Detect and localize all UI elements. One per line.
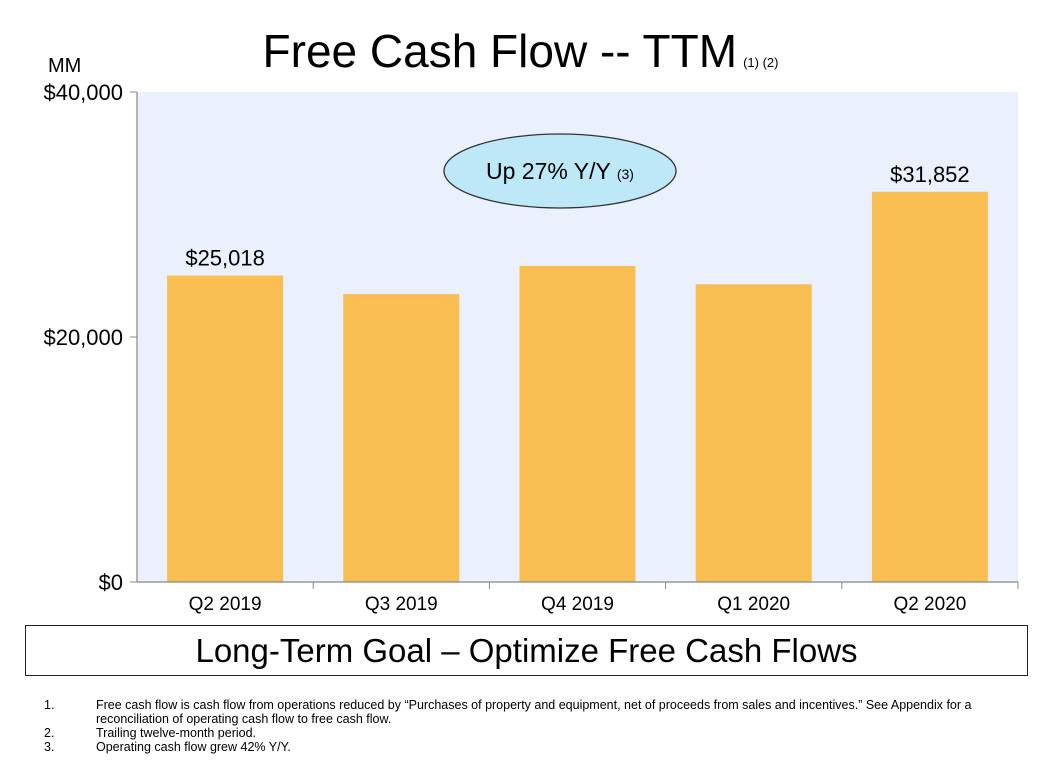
footnote-1: 1. Free cash flow is cash flow from oper… <box>44 698 1029 726</box>
y-axis-unit-label: MM <box>48 55 82 77</box>
chart-title: Free Cash Flow -- TTM (1) (2) <box>0 24 1041 78</box>
footnote-text: Operating cash flow grew 42% Y/Y. <box>96 740 291 754</box>
bar <box>167 275 284 582</box>
bar <box>871 191 988 583</box>
long-term-goal-banner: Long-Term Goal – Optimize Free Cash Flow… <box>25 625 1028 676</box>
x-tick-label: Q3 2019 <box>365 594 438 615</box>
bar-chart: $25,018 Q2 2019 Q3 2019 Q4 2019 Q1 2020 $31,8… <box>43 80 1019 615</box>
bar <box>695 284 812 582</box>
x-tick-label: Q4 2019 <box>541 594 614 615</box>
footnote-number: 2. <box>44 726 55 740</box>
chart-title-footnote-refs: (1) (2) <box>743 55 779 70</box>
y-tick-label: $20,000 <box>43 325 123 350</box>
annotation-callout <box>443 133 677 209</box>
x-tick-label: Q1 2020 <box>717 594 790 615</box>
y-tick-label: $0 <box>99 570 123 595</box>
y-tick-label: $40,000 <box>43 80 123 105</box>
x-tick-label: Q2 2019 <box>189 594 262 615</box>
footnotes: 1. Free cash flow is cash flow from oper… <box>44 698 1029 754</box>
data-label: $31,852 <box>890 162 970 187</box>
x-tick-label: Q2 2020 <box>893 594 966 615</box>
bar <box>519 265 636 582</box>
footnote-number: 1. <box>44 698 55 712</box>
chart-title-text: Free Cash Flow -- TTM <box>262 25 738 77</box>
footnote-text: Free cash flow is cash flow from operati… <box>96 698 972 726</box>
footnote-text: Trailing twelve-month period. <box>96 726 257 740</box>
footnote-2: 2. Trailing twelve-month period. <box>44 726 1029 740</box>
footnote-number: 3. <box>44 740 55 754</box>
annotation-text: Up 27% Y/Y (3) <box>486 158 634 184</box>
annotation-footnote-ref: (3) <box>617 166 634 182</box>
footnote-3: 3. Operating cash flow grew 42% Y/Y. <box>44 740 1029 754</box>
data-label: $25,018 <box>185 246 265 271</box>
bar <box>343 294 460 582</box>
